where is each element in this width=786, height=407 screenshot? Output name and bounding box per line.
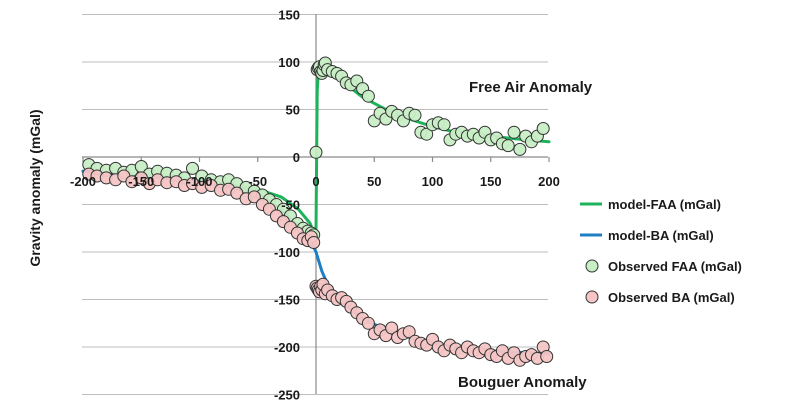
- y-tick-label: 0: [293, 150, 300, 165]
- observed-faa-point: [507, 125, 521, 139]
- legend-swatch-observed-faa: [585, 259, 599, 273]
- observed-faa-point: [309, 145, 323, 159]
- legend-swatch-observed-ba: [585, 290, 599, 304]
- annotation-bouguer-anomaly: Bouguer Anomaly: [458, 374, 587, 391]
- legend: model-FAA (mGal) model-BA (mGal) Observe…: [580, 197, 742, 305]
- y-axis-label: Gravity anomaly (mGal): [27, 109, 43, 266]
- x-tick-label: 200: [538, 174, 560, 189]
- legend-label-model-ba: model-BA (mGal): [608, 228, 714, 243]
- annotation-free-air-anomaly: Free Air Anomaly: [469, 79, 593, 96]
- legend-label-model-faa: model-FAA (mGal): [608, 197, 721, 212]
- y-tick-label: -50: [281, 198, 300, 213]
- observed-faa-point: [513, 142, 527, 156]
- legend-label-observed-ba: Observed BA (mGal): [608, 290, 735, 305]
- x-tick-label: -50: [248, 174, 267, 189]
- observed-faa-point: [536, 122, 550, 135]
- observed-ba-point: [247, 190, 261, 204]
- observed-ba-point: [540, 350, 554, 363]
- y-tick-label: 100: [278, 55, 300, 70]
- observed-faa-point: [361, 89, 375, 103]
- tick-labels: 150 100 50 0 -50 -100 -150 -200 -250 -200 -150 -100…: [70, 8, 560, 403]
- observed-ba-point: [230, 186, 244, 200]
- observed-faa-point: [437, 118, 451, 132]
- x-tick-label: 100: [422, 174, 444, 189]
- observed-ba-point: [307, 236, 321, 249]
- y-tick-label: -150: [274, 293, 300, 308]
- y-tick-label: 50: [286, 103, 300, 118]
- observed-ba-point: [361, 316, 375, 330]
- observed-faa-point: [420, 127, 434, 141]
- observed-faa-point: [186, 161, 199, 175]
- x-tick-label: 150: [480, 174, 502, 189]
- observed-points: [82, 56, 554, 367]
- legend-label-observed-faa: Observed FAA (mGal): [608, 259, 742, 274]
- y-tick-label: 150: [278, 8, 300, 23]
- x-tick-label: -200: [70, 174, 96, 189]
- x-tick-label: -150: [128, 174, 154, 189]
- observed-ba-point: [402, 325, 416, 339]
- y-tick-label: -250: [274, 388, 300, 403]
- x-tick-label: 50: [367, 174, 381, 189]
- x-tick-label: -100: [186, 174, 212, 189]
- observed-faa-point: [501, 139, 515, 153]
- observed-ba-point: [385, 321, 399, 335]
- y-tick-label: -100: [274, 245, 300, 260]
- observed-faa-point: [408, 108, 422, 122]
- x-tick-label: 0: [312, 174, 319, 189]
- y-tick-label: -200: [274, 340, 300, 355]
